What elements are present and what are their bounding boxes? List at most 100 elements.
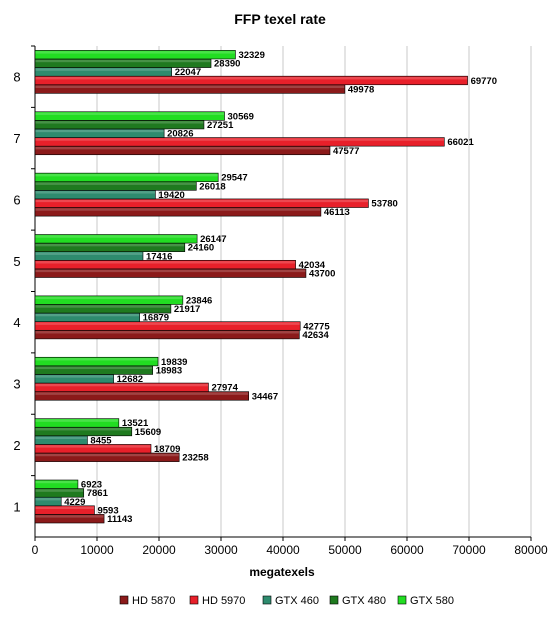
legend-label: HD 5970 (202, 595, 245, 607)
data-label: 27251 (207, 120, 234, 131)
bar-highlight (35, 419, 119, 422)
bar (34, 111, 225, 121)
bar-highlight (35, 383, 208, 387)
data-label: 9593 (97, 505, 118, 516)
legend-label: GTX 580 (410, 595, 454, 607)
data-label: 19839 (161, 357, 187, 368)
bar-highlight (35, 506, 94, 510)
legend-swatch (189, 595, 199, 605)
bar-highlight (35, 112, 225, 115)
y-tick-label: 5 (13, 254, 20, 269)
bar-highlight (35, 358, 158, 361)
data-label: 26147 (200, 234, 226, 245)
data-label: 17416 (146, 251, 172, 262)
x-axis-label: megatexels (249, 565, 315, 579)
bar (34, 75, 468, 86)
y-tick-label: 2 (13, 438, 20, 453)
bar-highlight (35, 243, 185, 247)
data-label: 15609 (135, 427, 161, 438)
data-label: 28390 (214, 59, 240, 70)
data-label: 30569 (228, 111, 254, 122)
bar-highlight (35, 68, 172, 71)
bar-highlight (35, 85, 345, 88)
data-label: 13521 (122, 418, 149, 429)
bar-highlight (35, 146, 330, 150)
data-label: 69770 (471, 76, 497, 87)
data-label: 34467 (252, 391, 278, 402)
data-label: 16879 (143, 313, 169, 324)
data-label: 26018 (199, 181, 225, 192)
data-label: 42634 (302, 330, 329, 341)
bar-highlight (35, 76, 468, 80)
x-tick-label: 80000 (514, 543, 548, 557)
bar-highlight (35, 138, 444, 141)
bar-highlight (35, 489, 84, 492)
data-label: 27974 (211, 383, 238, 394)
bar (34, 137, 445, 147)
legend-swatch (329, 595, 339, 605)
y-tick-label: 3 (13, 377, 20, 392)
x-tick-label: 70000 (452, 543, 486, 557)
bar-highlight (35, 252, 143, 255)
data-label: 24160 (188, 243, 214, 254)
bar-highlight (35, 173, 218, 177)
bar-highlight (35, 322, 300, 325)
x-tick-label: 0 (32, 543, 39, 557)
data-label: 11143 (107, 514, 132, 525)
x-tick-label: 40000 (266, 543, 300, 557)
bar-highlight (35, 59, 211, 63)
x-tick-label: 30000 (204, 543, 238, 557)
data-label: 23258 (182, 453, 208, 464)
bar-highlight (35, 191, 155, 194)
bar-highlight (35, 129, 164, 133)
bar-highlight (35, 515, 104, 518)
data-label: 4229 (64, 497, 85, 508)
data-label: 20826 (167, 129, 193, 140)
bar-highlight (35, 261, 296, 264)
bar (34, 382, 209, 392)
data-label: 7861 (87, 488, 109, 499)
bar-highlight (35, 392, 249, 395)
data-label: 47577 (333, 146, 359, 157)
data-label: 32329 (238, 50, 264, 61)
legend-swatch (119, 595, 129, 605)
x-tick-label: 20000 (142, 543, 176, 557)
data-label: 8455 (90, 435, 112, 446)
plot-area: 0 10000 20000 30000 40000 50000 60000 70000 8000… (13, 45, 548, 557)
legend-label: GTX 480 (342, 595, 386, 607)
y-tick-label: 4 (13, 315, 20, 330)
data-label: 53780 (371, 199, 397, 210)
bar (34, 198, 369, 208)
bar-highlight (35, 121, 204, 124)
bar-highlight (35, 480, 78, 484)
bar (34, 505, 95, 515)
data-label: 21917 (174, 304, 200, 315)
legend-label: HD 5870 (132, 595, 175, 607)
bar-highlight (35, 305, 171, 308)
bar-highlight (35, 296, 183, 300)
bar (34, 444, 152, 454)
legend-label: GTX 460 (275, 595, 319, 607)
bar-highlight (35, 498, 61, 501)
bar-highlight (35, 366, 153, 370)
y-tick-label: 8 (13, 70, 20, 85)
legend-swatch (397, 595, 407, 605)
bar (34, 172, 219, 183)
bar-highlight (35, 313, 140, 317)
data-label: 42775 (303, 321, 330, 332)
bar (34, 234, 198, 244)
data-label: 22047 (175, 67, 201, 78)
bar (34, 259, 296, 270)
data-label: 42034 (299, 260, 326, 271)
data-label: 66021 (447, 137, 474, 148)
bar (34, 295, 184, 305)
y-tick-label: 7 (13, 131, 20, 146)
data-label: 43700 (309, 269, 335, 280)
bar-highlight (35, 436, 87, 440)
bar-highlight (35, 428, 132, 431)
x-tick-label: 10000 (80, 543, 114, 557)
data-label: 18709 (154, 444, 180, 455)
data-label: 46113 (324, 207, 350, 218)
bar-highlight (35, 51, 235, 54)
